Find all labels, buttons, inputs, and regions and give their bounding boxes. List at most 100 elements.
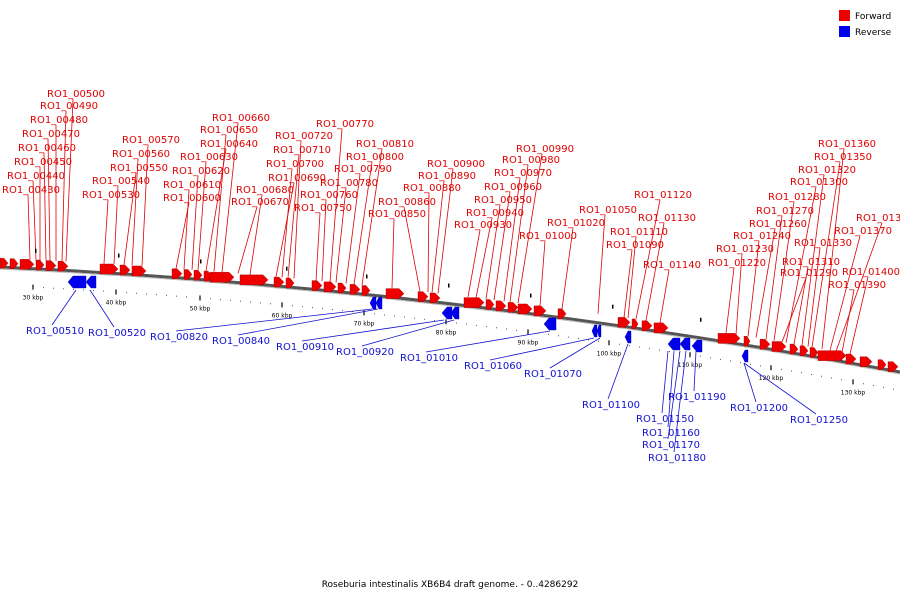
forward-gene-leader (197, 161, 207, 271)
forward-gene-leader (755, 228, 776, 338)
forward-gene-leader (61, 110, 67, 262)
forward-gene-arrow (517, 303, 533, 315)
forward-gene-label: RO1_01370 (834, 226, 892, 237)
forward-gene-label: RO1_00810 (356, 139, 414, 150)
forward-gene-leader (747, 240, 760, 337)
legend-reverse-swatch (839, 26, 850, 37)
forward-gene-leader (275, 182, 295, 277)
minor-tick (176, 295, 177, 297)
forward-gene-label: RO1_01130 (638, 213, 696, 224)
forward-gene-leader (329, 128, 343, 282)
minor-tick (466, 323, 467, 325)
reverse-gene-label: RO1_00920 (336, 347, 394, 358)
forward-gene-label: RO1_00560 (112, 149, 170, 160)
forward-gene-label: RO1_00710 (273, 145, 331, 156)
minor-tick (841, 379, 842, 381)
forward-gene-leader (475, 217, 493, 298)
minor-tick (414, 317, 415, 319)
forward-gene-arrow (183, 269, 193, 280)
forward-gene-label: RO1_00670 (231, 197, 289, 208)
scale-tick-label: 60 kbp (272, 312, 293, 319)
forward-gene-leader (811, 161, 841, 348)
forward-gene-leader (773, 201, 795, 341)
scale-tick-label: 110 kbp (678, 362, 703, 369)
forward-gene-label: RO1_00470 (22, 129, 80, 140)
forward-gene-arrow (385, 288, 405, 299)
forward-gene-arrow (653, 322, 669, 334)
forward-gene-arrow (323, 281, 337, 293)
forward-gene-label: RO1_00930 (454, 220, 512, 231)
minor-tick (486, 326, 487, 328)
forward-gene-label: RO1_00900 (427, 159, 485, 170)
minor-tick (424, 318, 425, 320)
minor-tick (43, 287, 44, 289)
forward-gene-arrow (349, 284, 361, 295)
forward-gene-label: RO1_01360 (818, 139, 876, 150)
minor-tick (893, 388, 894, 390)
scale-tick-label: 70 kbp (354, 320, 375, 327)
forward-gene-leader (43, 152, 47, 261)
forward-gene-arrow (859, 356, 873, 367)
reverse-gene-arrow (667, 337, 681, 351)
minor-tick (700, 355, 701, 357)
forward-gene-leader (123, 172, 137, 266)
minor-tick (270, 303, 271, 305)
forward-gene-label: RO1_00970 (494, 168, 552, 179)
minor-tick (53, 287, 54, 289)
minor-tick (781, 368, 782, 370)
forward-gene-leader (785, 186, 817, 343)
forward-gene-label: RO1_00770 (316, 119, 374, 130)
forward-gene-label: RO1_00680 (236, 185, 294, 196)
forward-gene-leader (793, 266, 809, 345)
minor-tick (220, 299, 221, 301)
reverse-gene-leader (89, 289, 115, 328)
forward-gene-label: RO1_01280 (768, 192, 826, 203)
forward-gene-arrow (759, 339, 771, 350)
forward-gene-label: RO1_00850 (368, 209, 426, 220)
feature-mark (700, 317, 702, 322)
minor-tick (598, 340, 599, 342)
forward-gene-arrow (0, 257, 9, 269)
forward-gene-leader (659, 269, 670, 323)
reverse-gene-label: RO1_01180 (648, 453, 706, 464)
scale-tick-label: 50 kbp (190, 305, 211, 312)
forward-gene-leader (345, 173, 361, 284)
forward-gene-label: RO1_01400 (842, 267, 900, 278)
forward-gene-label: RO1_00860 (378, 197, 436, 208)
forward-gene-leader (113, 185, 119, 265)
reverse-gene-leader (361, 319, 455, 347)
forward-gene-label: RO1_00760 (300, 190, 358, 201)
forward-gene-leader (509, 164, 529, 303)
forward-gene-label: RO1_00700 (266, 159, 324, 170)
forward-gene-leader (561, 227, 574, 309)
reverse-gene-leader (175, 308, 373, 332)
forward-gene-arrow (557, 308, 567, 319)
forward-gene-leader (849, 276, 869, 354)
forward-gene-label: RO1_00490 (40, 101, 98, 112)
forward-gene-arrow (771, 341, 787, 352)
legend-forward-swatch (839, 10, 850, 21)
reverse-gene-label: RO1_01160 (642, 428, 700, 439)
minor-tick (588, 339, 589, 341)
forward-gene-leader (103, 199, 109, 264)
forward-gene-arrow (817, 350, 847, 361)
forward-gene-label: RO1_01120 (634, 190, 692, 201)
reverse-gene-leader (673, 350, 687, 453)
forward-gene-label: RO1_01050 (579, 205, 637, 216)
minor-tick (649, 348, 650, 350)
minor-tick (496, 327, 497, 329)
forward-gene-label: RO1_01290 (780, 268, 838, 279)
reverse-gene-leader (667, 350, 681, 440)
forward-gene-label: RO1_00620 (172, 166, 230, 177)
forward-gene-leader (627, 236, 637, 319)
forward-gene-arrow (507, 302, 519, 313)
minor-tick (760, 365, 761, 367)
forward-gene-label: RO1_00570 (122, 135, 180, 146)
forward-gene-arrow (799, 345, 809, 356)
feature-mark (448, 283, 450, 288)
forward-gene-arrow (285, 277, 295, 289)
forward-gene-label: RO1_01330 (794, 238, 852, 249)
forward-gene-label: RO1_00800 (346, 152, 404, 163)
minor-tick (548, 333, 549, 335)
minor-tick (292, 305, 293, 307)
